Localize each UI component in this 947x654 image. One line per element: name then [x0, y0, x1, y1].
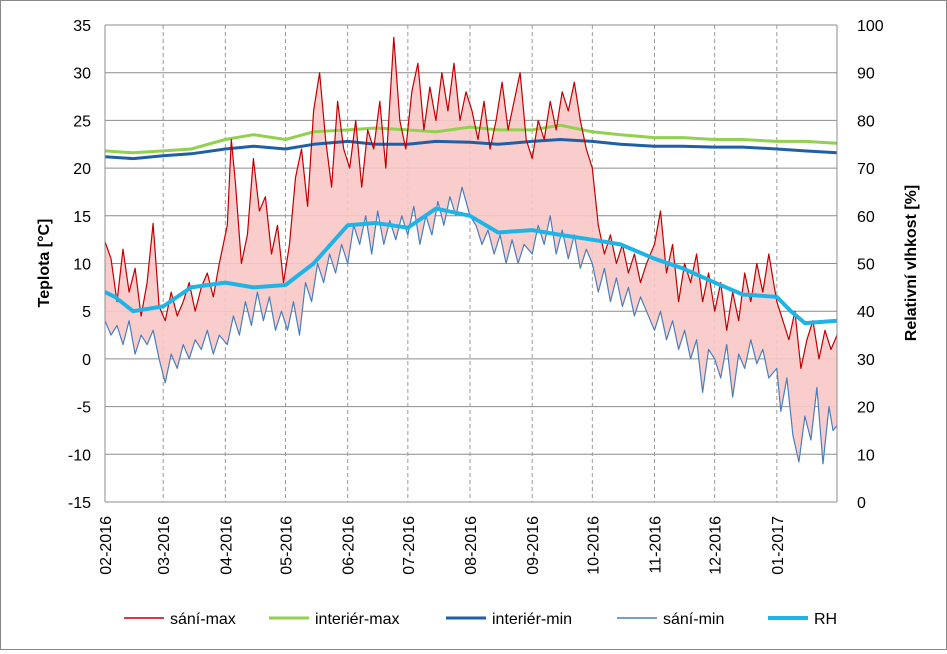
y-right-tick-label: 40 — [857, 304, 875, 321]
y-right-tick-label: 50 — [857, 257, 875, 274]
y-left-tick-label: 5 — [82, 304, 91, 321]
x-ticks: 02-2016 03-2016 04-2016 05-2016 06-2016 07-20… — [98, 516, 787, 575]
series-line-interier-min — [104, 138, 838, 161]
legend-label-interier-max: interiér-max — [315, 611, 399, 628]
band-fill — [105, 37, 837, 464]
y-right-tick-label: 100 — [857, 18, 884, 35]
series-line-rh — [104, 206, 838, 326]
axes — [104, 25, 838, 503]
y-left-tick-label: 20 — [73, 161, 91, 178]
legend-label-interier-min: interiér-min — [492, 611, 572, 628]
legend: sání-max interiér-max interiér-min sání-min… — [124, 611, 837, 628]
x-tick-label: 06-2016 — [341, 516, 358, 575]
y-right-tick-label: 30 — [857, 352, 875, 369]
y-left-tick-label: 15 — [73, 209, 91, 226]
y-left-tick-label: -15 — [68, 495, 91, 512]
y-right-tick-label: 80 — [857, 113, 875, 130]
legend-label-sani-min: sání-min — [663, 611, 724, 628]
y-left-tick-label: 10 — [73, 257, 91, 274]
series-line-sani-min — [104, 186, 838, 465]
legend-label-sani-max: sání-max — [170, 611, 236, 628]
series-line-sani-max — [104, 36, 838, 369]
y-right-tick-label: 70 — [857, 161, 875, 178]
y-right-tick-label: 90 — [857, 66, 875, 83]
x-tick-label: 08-2016 — [463, 516, 480, 575]
x-tick-label: 09-2016 — [525, 516, 542, 575]
x-tick-label: 07-2016 — [401, 516, 418, 575]
x-tick-label: 10-2016 — [585, 516, 602, 575]
x-tick-label: 04-2016 — [218, 516, 235, 575]
y-left-tick-label: 0 — [82, 352, 91, 369]
y-left-tick-label: 25 — [73, 113, 91, 130]
y-left-axis-title: Teplota [°C] — [36, 219, 53, 308]
y-left-tick-label: -5 — [77, 400, 91, 417]
x-tick-label: 11-2016 — [648, 516, 665, 574]
y-left-ticks: -15 -10 -5 0 5 10 15 20 25 30 35 — [68, 18, 91, 512]
y-right-tick-label: 20 — [857, 400, 875, 417]
x-tick-label: 02-2016 — [98, 516, 115, 575]
x-tick-label: 12-2016 — [708, 516, 725, 575]
legend-label-rh: RH — [814, 611, 837, 628]
series-line-interier-max — [104, 123, 838, 155]
y-left-tick-label: -10 — [68, 447, 91, 464]
x-tick-label: 01-2017 — [770, 516, 787, 575]
y-right-tick-label: 0 — [857, 495, 866, 512]
grid — [105, 24, 837, 503]
x-tick-label: 03-2016 — [156, 516, 173, 575]
y-right-tick-label: 10 — [857, 447, 875, 464]
y-right-ticks: 0 10 20 30 40 50 60 70 80 90 100 — [857, 18, 884, 512]
y-right-tick-label: 60 — [857, 209, 875, 226]
y-left-tick-label: 30 — [73, 66, 91, 83]
y-left-tick-label: 35 — [73, 18, 91, 35]
min-max-band — [105, 37, 837, 464]
series-lines — [104, 36, 838, 465]
x-tick-label: 05-2016 — [279, 516, 296, 575]
y-right-axis-title: Relativní vlhkost [%] — [903, 185, 920, 341]
